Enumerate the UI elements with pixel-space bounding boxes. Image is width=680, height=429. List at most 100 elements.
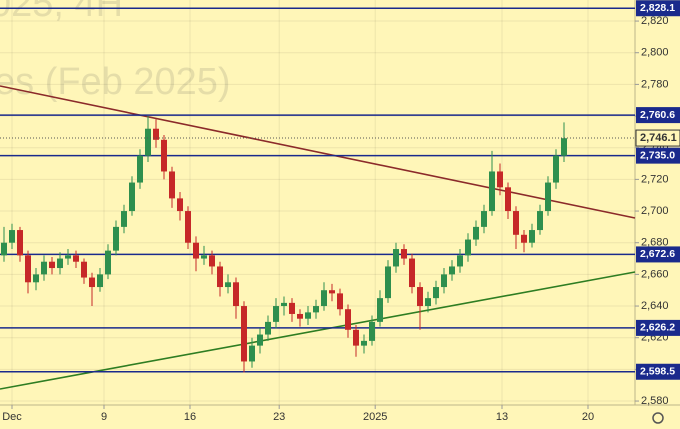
candle-body [25,255,31,283]
candle-body [41,261,47,275]
candle-body [153,128,159,140]
candle-body [249,345,255,362]
candle-body [441,274,447,288]
candle-body [545,182,551,212]
candle-body [329,290,335,294]
candle-body [65,255,71,259]
candle-body [73,255,79,262]
candle-body [289,302,295,314]
candle-body [449,266,455,275]
last-price-box [635,129,680,147]
candle-body [217,266,223,288]
candle-body [49,261,55,269]
candle-body [273,306,279,322]
level-label-box [636,147,680,164]
candle-body [369,321,375,341]
y-tick-label: 2,660 [641,268,669,280]
candle-body [57,258,63,269]
candle-body [233,282,239,307]
candle-body [513,211,519,235]
candle-body [473,226,479,240]
candle-body [225,282,231,288]
level-label: 2,828.1 [640,2,675,14]
candle-body [561,138,567,156]
settings-icon-ring[interactable] [652,412,664,424]
candle-body [177,198,183,212]
candle-body [113,226,119,251]
candle-body [321,290,327,307]
y-tick-label: 2,680 [641,237,669,249]
candle-body [161,139,167,172]
candle-body [1,242,7,256]
candle-body [265,321,271,335]
candle-body [33,274,39,283]
candle-body [353,329,359,346]
y-tick-label: 2,720 [641,173,669,185]
y-tick-label: 2,800 [641,47,669,59]
x-tick-label: 13 [496,411,508,423]
trendline [0,85,636,219]
y-tick-label: 2,820 [641,15,669,27]
level-label-box [636,107,680,124]
trendline [0,271,636,390]
candle-body [505,187,511,212]
candle-body [385,266,391,299]
candle-body [417,287,423,307]
candle-body [361,340,367,346]
candle-body [185,211,191,243]
y-tick-label: 2,640 [641,300,669,312]
candle-body [489,171,495,212]
candle-body [209,255,215,267]
candle-body [377,298,383,322]
x-tick-label: 20 [582,411,594,423]
candle-body [129,182,135,212]
candle-body [537,211,543,231]
candle-body [433,287,439,299]
level-label: 2,760.6 [640,109,675,121]
candle-body [9,230,15,243]
x-tick-label: Dec [2,411,22,423]
candle-body [121,211,127,227]
candle-body [193,242,199,259]
candle-body [521,234,527,243]
level-label: 2,626.2 [640,322,675,334]
candle-body [401,249,407,259]
candle-body [345,309,351,330]
candle-body [145,128,151,156]
candle-body [137,155,143,183]
x-tick-label: 23 [273,411,285,423]
candle-body [169,171,175,199]
candle-body [257,334,263,346]
y-tick-label: 2,780 [641,78,669,90]
settings-icon[interactable] [652,412,664,424]
candle-body [497,171,503,188]
level-label: 2,672.6 [640,248,675,260]
level-label-box [636,246,680,263]
candle-body [481,211,487,227]
candle-body [313,306,319,313]
candle-body [553,155,559,183]
level-label: 2,735.0 [640,149,675,161]
candle-body [281,302,287,307]
candle-body [97,274,103,288]
watermark: es (Feb 2025) [0,61,231,103]
last-price-label: 2,746.1 [640,132,677,144]
watermark: 025, 4H [0,0,123,25]
candle-body [529,230,535,243]
x-tick-label: 16 [184,411,196,423]
y-tick-label: 2,580 [641,395,669,407]
x-tick-label: 9 [101,411,107,423]
level-label-box [636,363,680,380]
candle-body [81,261,87,278]
y-tick-label: 2,700 [641,205,669,217]
level-label-box [636,0,680,17]
level-label-box [636,319,680,336]
candle-body [89,277,95,288]
candle-body [17,230,23,256]
level-label: 2,598.5 [640,366,675,378]
candle-body [465,239,471,256]
candle-body [201,255,207,259]
candle-body [305,312,311,319]
